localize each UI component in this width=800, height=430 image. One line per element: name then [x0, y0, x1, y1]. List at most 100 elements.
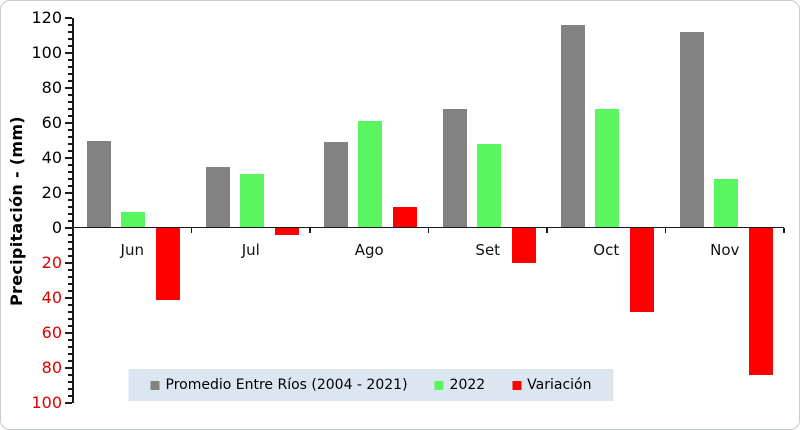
y-major-tick [65, 297, 72, 299]
y-tick-label: 120 [31, 8, 62, 27]
bar-promedio-nov [679, 32, 704, 228]
bar-promedio-jul [205, 166, 230, 228]
y-minor-tick [68, 325, 72, 327]
bar-promedio-jun [87, 140, 111, 228]
y-minor-tick [68, 171, 72, 173]
legend-swatch-variacion-icon [512, 380, 522, 390]
y-minor-tick [68, 150, 72, 152]
bar-variación-oct [630, 228, 654, 312]
legend-item-promedio: Promedio Entre Ríos (2004 - 2021) [150, 377, 408, 393]
bar-2022-set [476, 144, 501, 228]
y-major-tick [65, 157, 72, 159]
y-minor-tick [68, 143, 72, 145]
y-tick-label: 80 [41, 358, 62, 377]
legend-item-2022: 2022 [434, 377, 486, 393]
legend: Promedio Entre Ríos (2004 - 2021) 2022 V… [128, 369, 614, 401]
x-boundary-tick [546, 228, 548, 233]
legend-label-2022: 2022 [449, 377, 486, 393]
bar-variación-jun [156, 228, 180, 300]
y-minor-tick [68, 115, 72, 117]
y-minor-tick [68, 304, 72, 306]
y-major-tick [65, 192, 72, 194]
y-tick-label: 40 [41, 148, 62, 167]
y-minor-tick [68, 360, 72, 362]
y-minor-tick [68, 129, 72, 131]
x-category-label: Ago [354, 241, 384, 259]
x-category-label: Jul [241, 241, 260, 259]
bar-variación-jul [274, 228, 299, 235]
legend-swatch-2022-icon [434, 380, 444, 390]
bar-variación-set [511, 228, 536, 263]
x-boundary-tick [427, 228, 430, 233]
y-tick-label: 40 [41, 288, 62, 307]
y-minor-tick [68, 108, 72, 110]
y-tick-label: 60 [41, 323, 62, 342]
y-major-tick [65, 332, 72, 334]
x-category-label: Jun [120, 241, 144, 259]
y-tick-label: 100 [31, 43, 62, 62]
bar-variación-ago [393, 207, 417, 228]
y-minor-tick [68, 213, 72, 215]
y-tick-label: 20 [41, 253, 62, 272]
y-minor-tick [68, 94, 72, 96]
bar-promedio-oct [561, 25, 585, 228]
y-major-tick [65, 52, 72, 54]
y-minor-tick [68, 346, 72, 348]
y-axis-line [72, 18, 74, 403]
bar-2022-nov [713, 179, 738, 228]
y-minor-tick [68, 290, 72, 292]
y-minor-tick [68, 395, 72, 397]
y-minor-tick [68, 199, 72, 201]
y-major-tick [65, 87, 72, 89]
y-minor-tick [68, 164, 72, 166]
y-minor-tick [68, 255, 72, 257]
y-minor-tick [68, 220, 72, 222]
bar-variación-nov [748, 228, 773, 375]
y-minor-tick [68, 388, 72, 390]
y-major-tick [65, 262, 72, 264]
y-minor-tick [68, 178, 72, 180]
y-tick-label: 0 [51, 218, 62, 237]
y-tick-label: 100 [31, 393, 62, 412]
bar-promedio-ago [324, 142, 348, 228]
y-minor-tick [68, 311, 72, 313]
bar-2022-jun [121, 212, 145, 228]
y-minor-tick [68, 206, 72, 208]
x-boundary-tick [664, 228, 667, 233]
y-minor-tick [68, 248, 72, 250]
y-minor-tick [68, 276, 72, 278]
bar-2022-ago [358, 121, 382, 228]
x-boundary-tick [309, 228, 311, 233]
y-major-tick [65, 227, 72, 229]
x-boundary-tick [190, 228, 193, 233]
x-category-label: Oct [593, 241, 620, 259]
legend-item-variacion: Variación [512, 377, 592, 393]
y-minor-tick [68, 66, 72, 68]
legend-swatch-promedio-icon [150, 380, 160, 390]
y-minor-tick [68, 269, 72, 271]
x-category-label: Nov [710, 241, 740, 259]
y-minor-tick [68, 234, 72, 236]
y-minor-tick [68, 381, 72, 383]
y-minor-tick [68, 353, 72, 355]
y-minor-tick [68, 73, 72, 75]
y-minor-tick [68, 38, 72, 40]
y-minor-tick [68, 339, 72, 341]
y-minor-tick [68, 241, 72, 243]
y-tick-label: 80 [41, 78, 62, 97]
y-major-tick [65, 122, 72, 124]
y-major-tick [65, 402, 72, 404]
y-minor-tick [68, 283, 72, 285]
y-tick-label: 60 [41, 113, 62, 132]
bar-promedio-set [442, 109, 467, 228]
plot-area: 100 80 60 40 20 0 20 40 60 80 100 120 Jun Jul Ago Set Oc… [31, 10, 785, 411]
bar-2022-oct [595, 109, 619, 228]
bar-2022-jul [239, 173, 264, 228]
y-major-tick [65, 367, 72, 369]
y-minor-tick [68, 374, 72, 376]
legend-label-promedio: Promedio Entre Ríos (2004 - 2021) [165, 377, 408, 393]
y-major-tick [65, 17, 72, 19]
y-minor-tick [68, 318, 72, 320]
y-minor-tick [68, 185, 72, 187]
